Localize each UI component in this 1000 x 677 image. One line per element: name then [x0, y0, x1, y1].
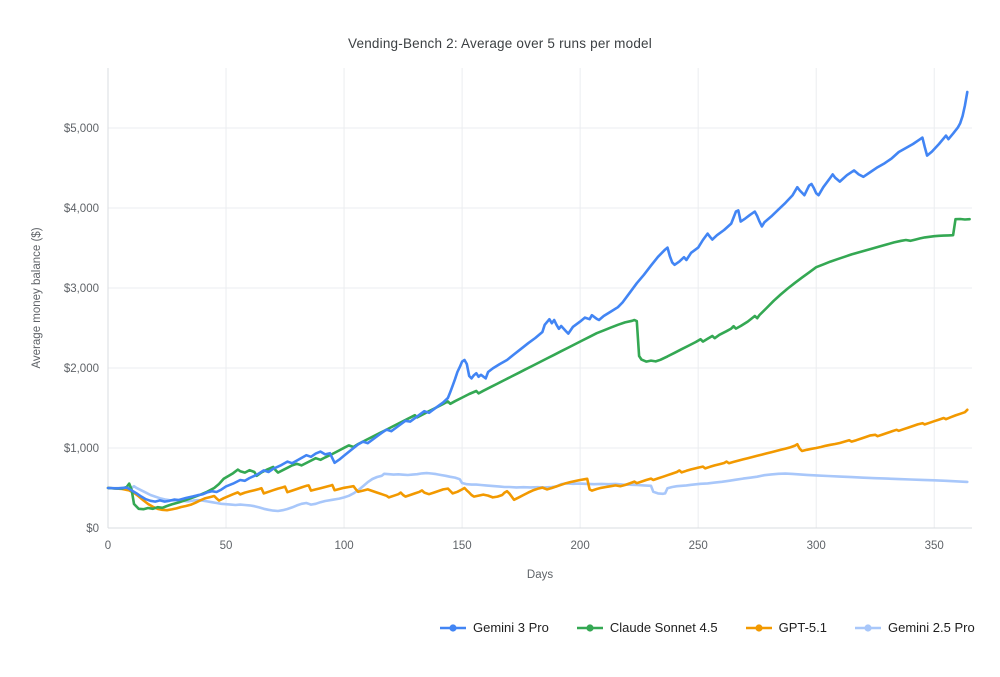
legend-marker-claude-sonnet-4-5 — [576, 623, 603, 632]
x-tick-label: 0 — [105, 540, 111, 552]
series-line-gemini-2-5-pro — [106, 471, 969, 513]
legend-label: GPT-5.1 — [778, 620, 827, 635]
x-tick-label: 200 — [571, 540, 590, 552]
x-tick-label: 50 — [220, 540, 233, 552]
y-tick-label: $4,000 — [64, 203, 99, 215]
legend-item-gpt-5-1: GPT-5.1 — [745, 620, 827, 635]
x-tick-label: 250 — [689, 540, 708, 552]
y-tick-label: $0 — [86, 523, 99, 535]
legend-marker-gpt-5-1 — [745, 623, 772, 632]
y-tick-label: $3,000 — [64, 283, 99, 295]
y-tick-label: $5,000 — [64, 123, 99, 135]
legend: Gemini 3 Pro Claude Sonnet 4.5 GPT-5.1 Gemi… — [440, 620, 980, 635]
y-tick-label: $2,000 — [64, 363, 99, 375]
x-tick-label: 100 — [334, 540, 353, 552]
series-line-gpt-5-1 — [106, 408, 969, 512]
x-tick-label: 150 — [453, 540, 472, 552]
x-axis-title: Days — [526, 569, 554, 581]
series-line-gemini-3-pro — [106, 90, 969, 503]
legend-item-claude-sonnet-4-5: Claude Sonnet 4.5 — [576, 620, 718, 635]
x-tick-label: 300 — [807, 540, 826, 552]
chart-title: Vending-Bench 2: Average over 5 runs per… — [348, 36, 652, 51]
legend-item-gemini-3-pro: Gemini 3 Pro — [440, 620, 549, 635]
y-axis-title: Average money balance ($) — [31, 227, 43, 369]
legend-label: Claude Sonnet 4.5 — [609, 620, 718, 635]
legend-marker-gemini-2-5-pro — [855, 623, 881, 632]
legend-label: Gemini 3 Pro — [473, 620, 549, 635]
x-tick-label: 350 — [925, 540, 944, 552]
y-tick-label: $1,000 — [64, 443, 99, 455]
legend-label: Gemini 2.5 Pro — [888, 620, 975, 635]
legend-marker-gemini-3-pro — [440, 623, 466, 632]
legend-item-gemini-2-5-pro: Gemini 2.5 Pro — [855, 620, 975, 635]
series-line-claude-sonnet-4-5 — [106, 217, 971, 511]
